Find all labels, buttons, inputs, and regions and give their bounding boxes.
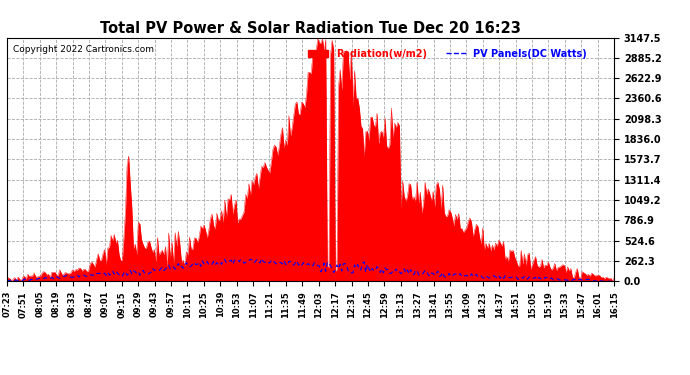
Text: Copyright 2022 Cartronics.com: Copyright 2022 Cartronics.com <box>13 45 154 54</box>
Legend: Radiation(w/m2), PV Panels(DC Watts): Radiation(w/m2), PV Panels(DC Watts) <box>304 45 591 63</box>
Title: Total PV Power & Solar Radiation Tue Dec 20 16:23: Total PV Power & Solar Radiation Tue Dec… <box>100 21 521 36</box>
